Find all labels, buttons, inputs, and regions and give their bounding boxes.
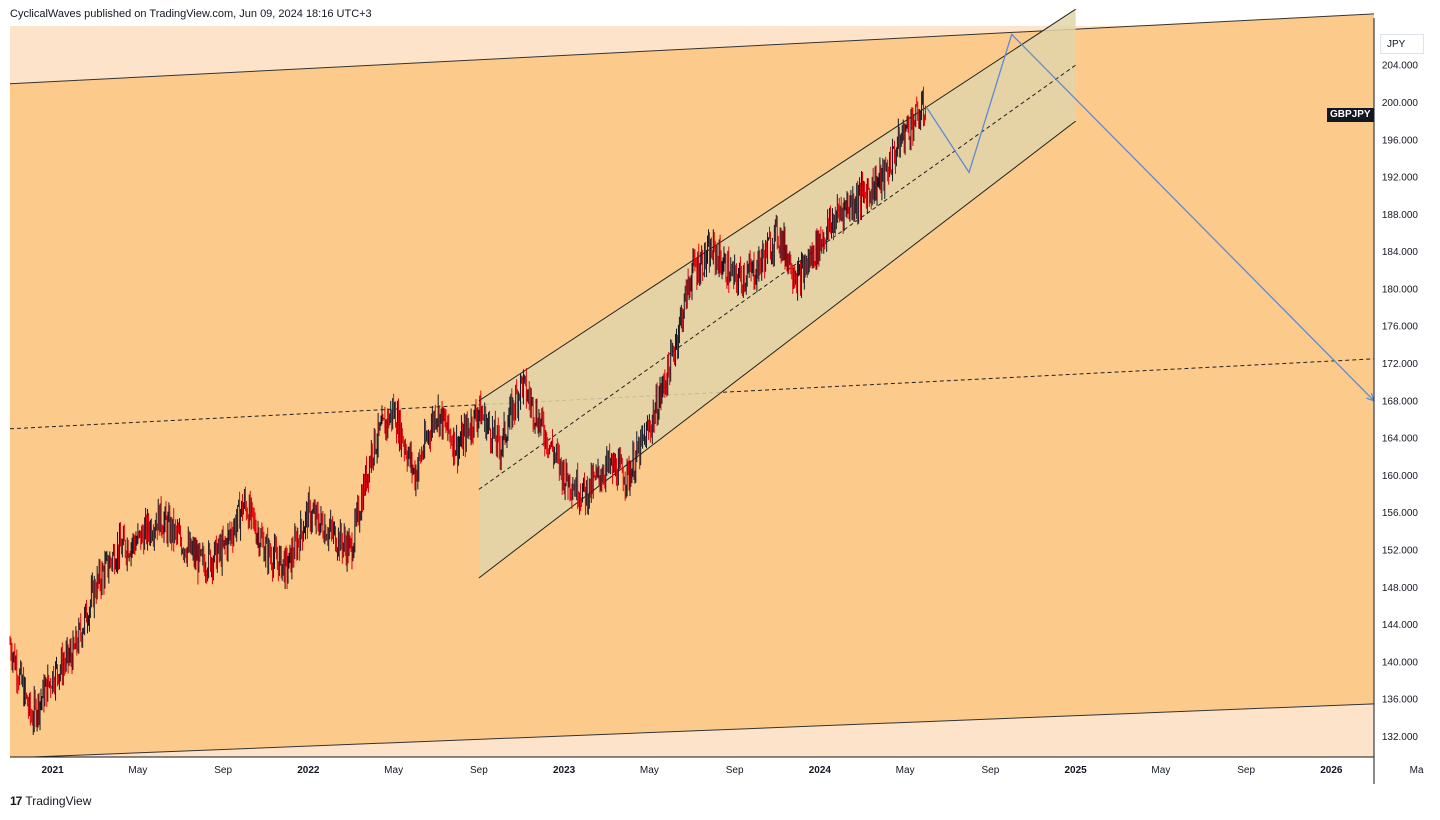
- y-tick-label: 196.000: [1382, 135, 1419, 146]
- y-tick-label: 192.000: [1382, 173, 1419, 184]
- axes: 204.000 200.000 196.000 192.000 188.000 184.0…: [10, 18, 1440, 787]
- price-axis-background: [1374, 26, 1440, 787]
- y-tick-label: 132.000: [1382, 732, 1419, 743]
- y-tick-label: 156.000: [1382, 508, 1419, 519]
- brand-name: TradingView: [25, 794, 92, 808]
- y-tick-label: 136.000: [1382, 695, 1419, 706]
- x-tick-label: Ma: [1410, 765, 1424, 776]
- symbol-label: GBPJPY: [1327, 108, 1374, 122]
- x-tick-label: 2024: [809, 765, 832, 776]
- channel-upper-line: [478, 8, 1076, 402]
- outer-band-lower-line: [9, 703, 1375, 759]
- x-tick-label: 2026: [1320, 765, 1343, 776]
- footer: 17 TradingView: [10, 794, 91, 808]
- y-tick-label: 168.000: [1382, 396, 1419, 407]
- y-tick-label: 140.000: [1382, 657, 1419, 668]
- x-tick-label: Sep: [1237, 765, 1255, 776]
- outer-band-upper-line: [9, 13, 1375, 85]
- x-tick-label: Sep: [981, 765, 999, 776]
- x-tick-label: May: [128, 765, 147, 776]
- y-tick-label: 144.000: [1382, 620, 1419, 631]
- currency-selector[interactable]: JPY: [1380, 34, 1424, 54]
- x-tick-label: May: [1151, 765, 1170, 776]
- y-tick-label: 160.000: [1382, 471, 1419, 482]
- x-tick-label: 2025: [1065, 765, 1088, 776]
- x-tick-label: 2023: [553, 765, 576, 776]
- x-tick-label: Sep: [726, 765, 744, 776]
- time-axis-background: [10, 757, 1374, 785]
- projection-path: [925, 33, 1375, 402]
- x-tick-label: May: [640, 765, 659, 776]
- tradingview-logo-icon: 17: [10, 794, 22, 808]
- x-tick-label: 2022: [297, 765, 320, 776]
- y-tick-label: 200.000: [1382, 98, 1419, 109]
- ascending-channel-fill: [478, 9, 1076, 578]
- x-tick-label: May: [896, 765, 915, 776]
- y-tick-label: 148.000: [1382, 583, 1419, 594]
- channel-median-line: [478, 64, 1076, 490]
- y-tick-label: 180.000: [1382, 284, 1419, 295]
- x-tick-label: Sep: [214, 765, 232, 776]
- y-tick-label: 188.000: [1382, 210, 1419, 221]
- y-tick-label: 204.000: [1382, 61, 1419, 72]
- candles: [9, 86, 926, 735]
- x-tick-label: May: [384, 765, 403, 776]
- publisher-caption: CyclicalWaves published on TradingView.c…: [10, 8, 372, 20]
- x-tick-label: 2021: [42, 765, 65, 776]
- y-tick-label: 184.000: [1382, 247, 1419, 258]
- y-tick-label: 164.000: [1382, 434, 1419, 445]
- x-tick-label: Sep: [470, 765, 488, 776]
- y-tick-label: 172.000: [1382, 359, 1419, 370]
- y-tick-label: 176.000: [1382, 322, 1419, 333]
- y-tick-label: 152.000: [1382, 546, 1419, 557]
